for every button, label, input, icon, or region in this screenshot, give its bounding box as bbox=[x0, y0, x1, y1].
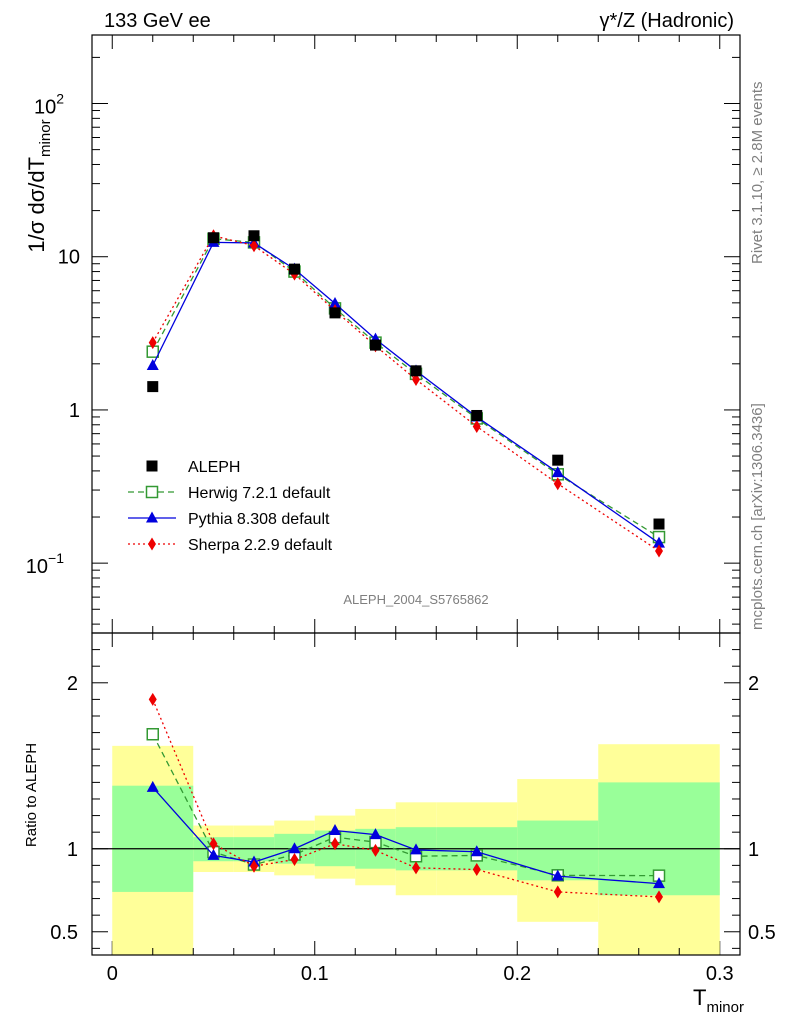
sherpa-ratio-point bbox=[331, 837, 339, 851]
sherpa-main-point bbox=[148, 336, 157, 350]
sherpa-ratio-line bbox=[152, 699, 660, 898]
main-y-tick-label: 1 bbox=[69, 400, 80, 422]
legend-label-pythia: Pythia 8.308 default bbox=[188, 511, 330, 528]
aleph-data-point bbox=[289, 263, 300, 275]
pythia-ratio-point bbox=[470, 845, 483, 857]
ratio-y-axis-label: Ratio to ALEPH bbox=[23, 743, 40, 847]
header-left-label: 133 GeV ee bbox=[104, 10, 211, 32]
pythia-ratio-point bbox=[329, 824, 341, 836]
main-y-tick-exponent: −1 bbox=[48, 550, 64, 566]
ratio-y-tick-label-left: 2 bbox=[67, 673, 78, 695]
main-y-axis-label-subscript: minor bbox=[37, 119, 54, 157]
ratio-plot-frame bbox=[91, 632, 741, 956]
aleph-data-point bbox=[370, 339, 381, 351]
analysis-id-label: ALEPH_2004_S5765862 bbox=[343, 592, 488, 607]
sherpa-ratio-point bbox=[371, 843, 380, 857]
legend-marker-pythia bbox=[146, 511, 158, 523]
main-y-tick-label: 10 bbox=[58, 247, 80, 269]
inner-band-bin bbox=[112, 785, 194, 892]
aleph-data-point bbox=[208, 232, 219, 244]
x-axis-label: Tminor bbox=[693, 985, 744, 1016]
ratio-y-tick-label-left: 1 bbox=[67, 839, 78, 861]
sherpa-ratio-point bbox=[209, 837, 218, 851]
herwig-main-line bbox=[152, 238, 660, 538]
legend-marker-aleph bbox=[146, 460, 158, 472]
legend-marker-sherpa bbox=[148, 537, 156, 551]
mcplots-reference-label: mcplots.cern.ch [arXiv:1306.3436] bbox=[749, 403, 766, 630]
sherpa-main-line bbox=[152, 235, 660, 552]
pythia-main-point bbox=[551, 466, 564, 478]
pythia-ratio-point bbox=[653, 877, 665, 889]
sherpa-ratio-point bbox=[472, 863, 481, 877]
aleph-data-point bbox=[471, 409, 483, 421]
sherpa-main-point bbox=[553, 477, 562, 491]
pythia-ratio-line bbox=[152, 786, 660, 885]
x-tick-label: 0.2 bbox=[503, 963, 531, 985]
ratio-y-tick-label-left: 0.5 bbox=[50, 922, 78, 944]
legend-label-sherpa: Sherpa 2.2.9 default bbox=[188, 537, 333, 554]
pythia-ratio-point bbox=[288, 842, 301, 854]
sherpa-ratio-point bbox=[553, 885, 562, 899]
ratio-y-tick-label-right: 2 bbox=[748, 673, 759, 695]
aleph-data-point bbox=[653, 518, 665, 530]
sherpa-ratio-point bbox=[290, 853, 299, 867]
ratio-y-tick-label-right: 0.5 bbox=[748, 922, 776, 944]
pythia-main-line bbox=[152, 241, 660, 544]
main-y-tick-label: 102 bbox=[34, 91, 64, 119]
sherpa-main-point bbox=[472, 419, 481, 433]
main-y-tick-label: 10−1 bbox=[26, 550, 64, 578]
main-y-tick-exponent: 2 bbox=[56, 91, 64, 107]
legend-label-herwig: Herwig 7.2.1 default bbox=[188, 485, 331, 502]
x-axis-label-subscript: minor bbox=[706, 999, 744, 1016]
herwig-ratio-point bbox=[146, 727, 159, 741]
pythia-ratio-point bbox=[369, 828, 382, 840]
aleph-data-point bbox=[552, 454, 564, 466]
pythia-ratio-point bbox=[146, 780, 159, 792]
pythia-ratio-point bbox=[410, 843, 422, 855]
aleph-data-point bbox=[410, 365, 422, 377]
aleph-data-point bbox=[147, 381, 159, 393]
sherpa-main-point bbox=[250, 239, 258, 253]
header-right-label: γ*/Z (Hadronic) bbox=[600, 10, 734, 32]
ratio-panel: 0 0.1 0.2 0.3 2 2 1 1 0.5 0.5 bbox=[50, 35, 776, 985]
pythia-ratio-point bbox=[551, 869, 564, 881]
uncertainty-bands bbox=[112, 744, 720, 955]
pythia-ratio-point bbox=[207, 848, 220, 860]
pythia-main-point bbox=[653, 536, 665, 548]
legend: ALEPH Herwig 7.2.1 default Pythia 8.308 de… bbox=[128, 459, 333, 554]
sherpa-ratio-point bbox=[148, 692, 157, 706]
aleph-data-point bbox=[329, 307, 341, 319]
main-panel: 102 10 1 10−1 bbox=[26, 34, 741, 955]
pythia-main-point bbox=[329, 297, 341, 309]
aleph-data-point bbox=[248, 230, 260, 242]
sherpa-ratio-point bbox=[250, 859, 258, 873]
ratio-y-tick-label-right: 1 bbox=[748, 839, 759, 861]
rivet-version-label: Rivet 3.1.10, ≥ 2.8M events bbox=[749, 82, 766, 265]
x-tick-label: 0.3 bbox=[706, 963, 734, 985]
main-y-axis-label: 1/σ dσ/dTminor bbox=[24, 119, 54, 252]
sherpa-ratio-point bbox=[412, 861, 420, 875]
x-tick-label: 0 bbox=[107, 963, 118, 985]
pythia-main-point bbox=[146, 358, 159, 370]
legend-label-aleph: ALEPH bbox=[188, 459, 240, 476]
sherpa-main-point bbox=[655, 544, 663, 558]
x-tick-label: 0.1 bbox=[301, 963, 329, 985]
legend-marker-herwig bbox=[145, 485, 159, 499]
sherpa-ratio-point bbox=[655, 890, 663, 904]
